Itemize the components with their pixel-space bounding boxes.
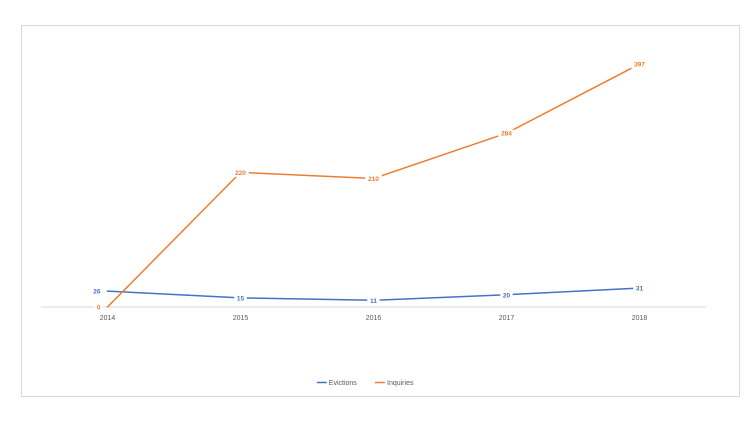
x-axis-ticks: 2014 2015 2016 2017 2018	[100, 315, 648, 322]
series-line-inquiries	[106, 63, 641, 308]
data-labels: 26 15 11 20 31 0 220 210 284 397	[90, 60, 648, 312]
x-tick-label-2017: 2017	[499, 315, 515, 322]
data-label-evictions-2016: 11	[370, 298, 377, 305]
data-label-inquiries-2017: 284	[501, 131, 512, 138]
x-tick-label-2016: 2016	[366, 315, 382, 322]
data-label-evictions-2015: 15	[237, 295, 245, 302]
chart-frame	[21, 25, 740, 397]
data-label-evictions-2014: 26	[93, 289, 101, 296]
legend-label-evictions: Evictions	[329, 380, 358, 387]
data-label-bg-inquiries-2016	[365, 175, 382, 183]
data-label-bg-evictions-2015	[234, 294, 247, 303]
data-label-inquiries-2015: 220	[235, 170, 246, 177]
data-label-bg-evictions-2016	[367, 296, 380, 305]
data-label-inquiries-2014: 0	[97, 305, 101, 312]
legend: Evictions Inquiries	[316, 380, 414, 387]
data-label-bg-inquiries-2014	[94, 303, 103, 312]
data-label-bg-inquiries-2018	[631, 60, 648, 69]
x-tick-label-2014: 2014	[100, 315, 116, 322]
x-tick-label-2015: 2015	[233, 315, 249, 322]
data-label-inquiries-2016: 210	[368, 176, 379, 183]
data-label-bg-evictions-2017	[500, 291, 513, 300]
series-layer	[106, 63, 641, 308]
x-tick-label-2018: 2018	[632, 315, 648, 322]
data-label-inquiries-2018: 397	[634, 62, 645, 69]
data-label-evictions-2018: 31	[636, 286, 644, 293]
data-label-bg-inquiries-2017	[498, 129, 515, 138]
legend-label-inquiries: Inquiries	[387, 380, 414, 387]
data-label-evictions-2017: 20	[503, 292, 511, 299]
data-label-bg-evictions-2018	[633, 284, 646, 293]
data-label-bg-evictions-2014	[90, 287, 103, 296]
data-label-bg-inquiries-2015	[232, 168, 249, 177]
